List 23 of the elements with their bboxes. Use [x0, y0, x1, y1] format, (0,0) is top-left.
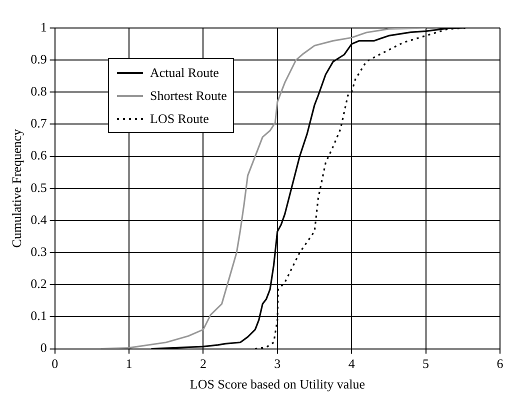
- y-tick-label: 0.2: [30, 276, 47, 292]
- x-tick-label: 6: [496, 356, 504, 372]
- x-tick-label: 2: [200, 356, 206, 372]
- y-tick-label: 0.9: [30, 52, 47, 66]
- x-tick-label: 5: [422, 356, 430, 372]
- x-tick-label: 1: [126, 356, 132, 372]
- y-tick-label: 0.1: [30, 308, 47, 324]
- y-tick-label: 0: [40, 340, 47, 356]
- y-tick-label: 0.6: [30, 148, 48, 163]
- y-tick-label: 0.5: [30, 180, 47, 195]
- x-tick-label: 3: [274, 356, 281, 372]
- y-tick-label: 0.8: [30, 84, 47, 99]
- legend-label: LOS Route: [150, 110, 209, 126]
- x-axis-title: LOS Score based on Utility value: [190, 376, 366, 392]
- y-tick-label: 1: [40, 19, 47, 34]
- y-tick-label: 0.4: [30, 212, 48, 227]
- legend-label: Shortest Route: [150, 88, 227, 104]
- x-tick-label: 0: [52, 356, 58, 372]
- y-axis-title: Cumulative Frequency: [9, 128, 24, 248]
- x-tick-label: 4: [348, 356, 356, 372]
- y-tick-label: 0.7: [30, 116, 48, 131]
- y-tick-label: 0.3: [30, 244, 47, 259]
- legend-label: Actual Route: [150, 64, 219, 80]
